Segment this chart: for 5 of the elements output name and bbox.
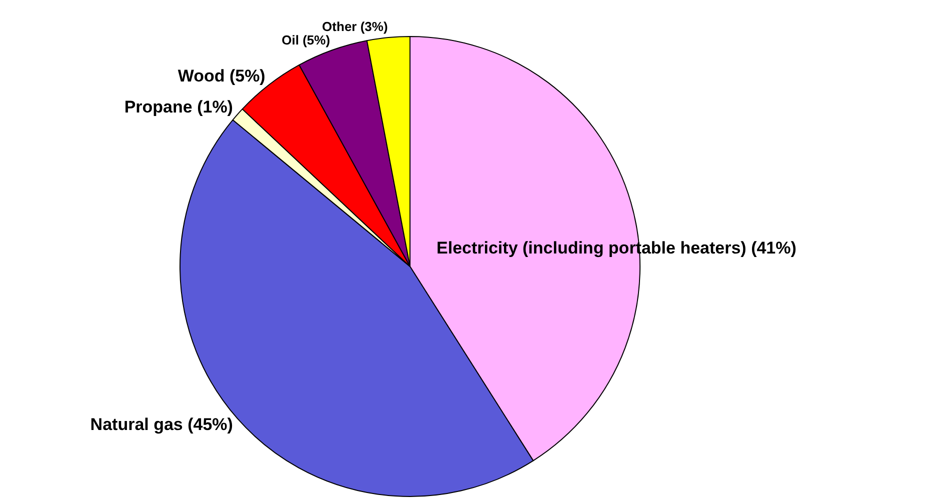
slice-label: Other (3%) <box>322 19 388 34</box>
slice-label: Natural gas (45%) <box>90 414 233 434</box>
slice-label: Wood (5%) <box>178 66 266 86</box>
slice-label: Propane (1%) <box>124 97 233 116</box>
slice-label: Oil (5%) <box>282 32 330 48</box>
